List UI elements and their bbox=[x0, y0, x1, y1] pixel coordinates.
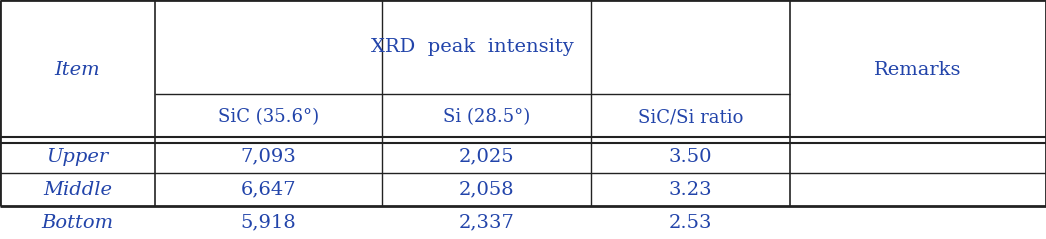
Text: Upper: Upper bbox=[46, 147, 109, 166]
Text: SiC (35.6°): SiC (35.6°) bbox=[218, 108, 319, 126]
Text: 2,025: 2,025 bbox=[458, 147, 515, 166]
Text: 5,918: 5,918 bbox=[241, 213, 296, 232]
Text: SiC/Si ratio: SiC/Si ratio bbox=[638, 108, 743, 126]
Text: Middle: Middle bbox=[43, 181, 112, 199]
Text: Bottom: Bottom bbox=[42, 213, 113, 232]
Text: 7,093: 7,093 bbox=[241, 147, 296, 166]
Text: 2,337: 2,337 bbox=[458, 213, 515, 232]
Text: 3.23: 3.23 bbox=[668, 181, 712, 199]
Text: Item: Item bbox=[54, 61, 100, 79]
Text: 3.50: 3.50 bbox=[668, 147, 712, 166]
Text: XRD  peak  intensity: XRD peak intensity bbox=[371, 38, 573, 56]
Text: 2.53: 2.53 bbox=[668, 213, 712, 232]
Text: Si (28.5°): Si (28.5°) bbox=[442, 108, 530, 126]
Text: 6,647: 6,647 bbox=[241, 181, 296, 199]
Text: Remarks: Remarks bbox=[874, 61, 961, 79]
Text: 2,058: 2,058 bbox=[458, 181, 515, 199]
